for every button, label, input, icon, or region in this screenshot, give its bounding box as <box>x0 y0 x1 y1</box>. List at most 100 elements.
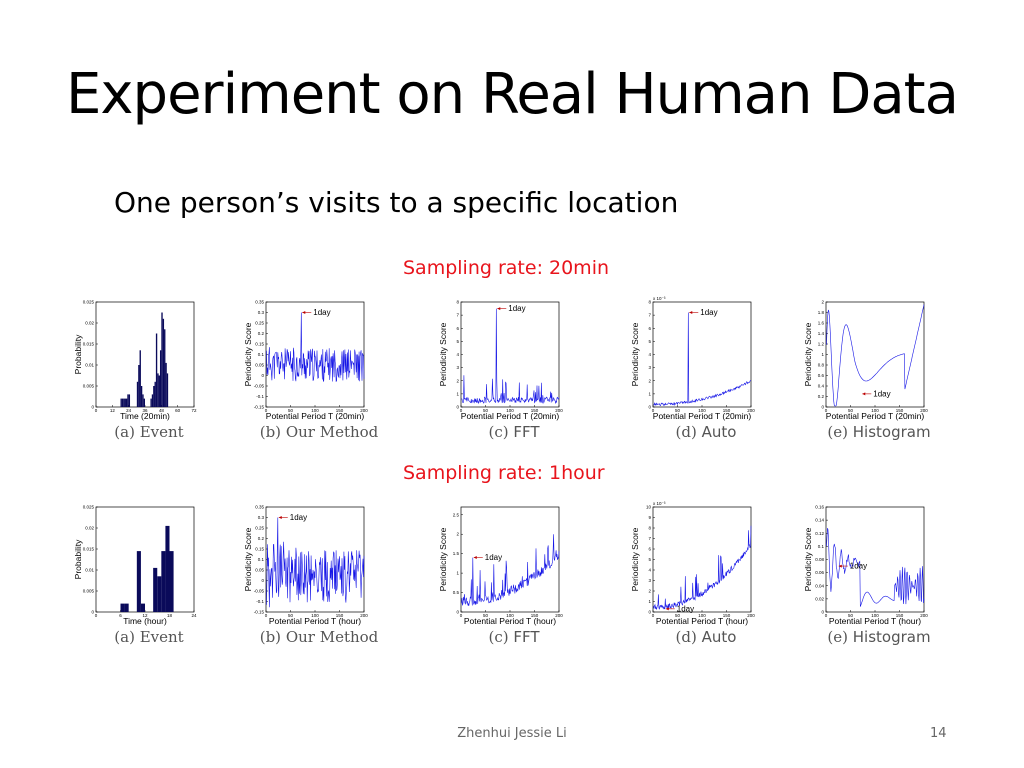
event-bar <box>140 386 143 407</box>
caption-tag: (c) <box>488 628 509 646</box>
event-bar <box>153 567 158 612</box>
y-tick-label: 5 <box>648 557 651 562</box>
x-tick-label: 18 <box>167 613 173 618</box>
chart-caption: (b) Our Method <box>234 628 404 646</box>
x-tick-label: 24 <box>191 613 197 618</box>
caption-label: Event <box>139 423 184 441</box>
plot-frame <box>652 301 752 408</box>
x-tick-label: 150 <box>723 408 731 413</box>
event-bar <box>154 381 156 407</box>
event-bar <box>150 398 152 407</box>
caption-tag: (b) <box>259 628 282 646</box>
y-tick-label: 0.35 <box>255 505 264 510</box>
y-tick-label: 9 <box>648 515 651 520</box>
y-tick-label: 8 <box>456 300 459 305</box>
chart-panel-r1-4: 0 1 2 3 4 5 6 7 8 0 50 100 150 200 x 10⁻³ Potential Per… <box>621 294 811 444</box>
y-axis-label: Periodicity Score <box>438 322 448 386</box>
series-line <box>266 312 365 383</box>
y-tick-label: 5 <box>648 339 651 344</box>
caption-label: FFT <box>513 423 540 441</box>
series-line <box>826 304 925 407</box>
sampling-rate-1hour-label: Sampling rate: 1hour <box>403 462 605 484</box>
y-tick-label: 0.05 <box>255 363 264 368</box>
y-tick-label: 4 <box>648 568 651 573</box>
event-bar <box>164 329 166 407</box>
y-tick-label: 0.3 <box>258 310 265 315</box>
y-tick-label: 0.02 <box>815 596 824 601</box>
event-bar <box>125 398 128 407</box>
y-tick-label: 0 <box>821 405 824 410</box>
x-tick-label: 50 <box>483 613 489 618</box>
event-bar <box>143 398 145 407</box>
y-tick-label: 3 <box>648 578 651 583</box>
x-tick-label: 100 <box>871 408 879 413</box>
series-line <box>826 528 925 607</box>
y-tick-label: 0.02 <box>85 321 94 326</box>
x-axis-label: Potential Period T (hour) <box>464 616 556 626</box>
y-tick-label: 1.5 <box>453 551 460 556</box>
event-bar <box>155 333 158 407</box>
x-tick-label: 12 <box>110 408 116 413</box>
y-tick-label: 3 <box>456 365 459 370</box>
y-tick-label: 0.25 <box>255 321 264 326</box>
annotation-arrowhead <box>838 564 842 568</box>
event-bar <box>128 394 131 407</box>
y-tick-label: 0 <box>91 610 94 615</box>
x-axis-label: Potential Period T (20min) <box>461 411 560 421</box>
x-tick-label: 0 <box>652 408 655 413</box>
x-tick-label: 200 <box>555 613 563 618</box>
y-tick-label: 1 <box>648 391 651 396</box>
y-tick-label: 2 <box>648 589 651 594</box>
y-tick-label: 10 <box>646 505 652 510</box>
x-tick-label: 150 <box>531 408 539 413</box>
chart-panel-r1-1: 0 0.005 0.01 0.015 0.02 0.025 0 12 24 36 48 60 72 Tim… <box>64 294 254 444</box>
event-bar <box>165 525 170 612</box>
y-tick-label: 2 <box>648 378 651 383</box>
y-axis-label: Probability <box>73 334 83 374</box>
x-axis-label: Potential Period T (hour) <box>829 616 921 626</box>
y-tick-label: 0.015 <box>83 547 95 552</box>
plot-frame <box>95 301 195 408</box>
event-bar <box>161 312 163 407</box>
annotation-1day: 1day <box>508 304 525 313</box>
x-tick-label: 50 <box>848 408 854 413</box>
y-tick-label: -0.05 <box>254 589 265 594</box>
y-axis-label: Periodicity Score <box>630 527 640 591</box>
plot-frame <box>460 506 560 613</box>
annotation-arrowhead <box>278 516 282 519</box>
caption-label: FFT <box>513 628 540 646</box>
plot-frame <box>825 506 925 613</box>
caption-tag: (b) <box>259 423 282 441</box>
x-tick-label: 200 <box>920 613 928 618</box>
y-tick-label: 1 <box>456 391 459 396</box>
x-tick-label: 0 <box>652 613 655 618</box>
x-tick-label: 100 <box>311 408 319 413</box>
event-bar <box>159 350 162 407</box>
y-axis-label: Periodicity Score <box>803 322 813 386</box>
caption-label: Event <box>139 628 184 646</box>
x-tick-label: 100 <box>698 613 706 618</box>
chart-caption: (a) Event <box>64 628 234 646</box>
x-tick-label: 150 <box>723 613 731 618</box>
y-tick-label: 0.15 <box>255 342 264 347</box>
x-tick-label: 50 <box>288 613 294 618</box>
caption-label: Histogram <box>852 628 931 646</box>
event-bar <box>157 373 159 407</box>
x-axis-label: Potential Period T (20min) <box>653 411 752 421</box>
y-tick-label: 1 <box>821 352 824 357</box>
event-bar <box>166 373 169 407</box>
chart-svg: 00.20.40.60.811.21.41.61.820 50 100 150 200P… <box>803 300 928 422</box>
caption-tag: (d) <box>675 628 697 646</box>
y-tick-label: -0.15 <box>254 405 265 410</box>
series-line <box>461 308 560 405</box>
slide-subtitle: One person’s visits to a specific locati… <box>114 186 679 219</box>
event-bar <box>127 394 129 407</box>
y-tick-label: 0.8 <box>818 363 825 368</box>
y-tick-label: 1 <box>648 599 651 604</box>
chart-caption: (d) Auto <box>621 423 791 441</box>
event-bar <box>161 551 166 612</box>
annotation-arrowhead <box>689 311 693 314</box>
y-tick-label: 0.2 <box>258 331 265 336</box>
x-tick-label: 0 <box>265 613 268 618</box>
event-bar <box>138 365 140 407</box>
